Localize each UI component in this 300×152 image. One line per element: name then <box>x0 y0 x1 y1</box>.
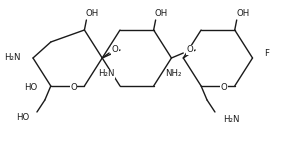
Text: NH₂: NH₂ <box>165 69 182 78</box>
Text: H₂N: H₂N <box>4 54 20 62</box>
Text: OH: OH <box>236 9 249 19</box>
Text: OH: OH <box>86 9 99 19</box>
Text: F: F <box>264 50 269 59</box>
Text: O: O <box>187 45 194 55</box>
Text: OH: OH <box>155 9 168 19</box>
Text: H₂N: H₂N <box>98 69 114 78</box>
Text: O: O <box>112 45 118 55</box>
Text: HO: HO <box>24 83 37 93</box>
Text: H₂N: H₂N <box>223 114 239 123</box>
Text: HO: HO <box>16 114 29 123</box>
Text: O: O <box>220 83 227 93</box>
Text: O: O <box>70 83 77 93</box>
